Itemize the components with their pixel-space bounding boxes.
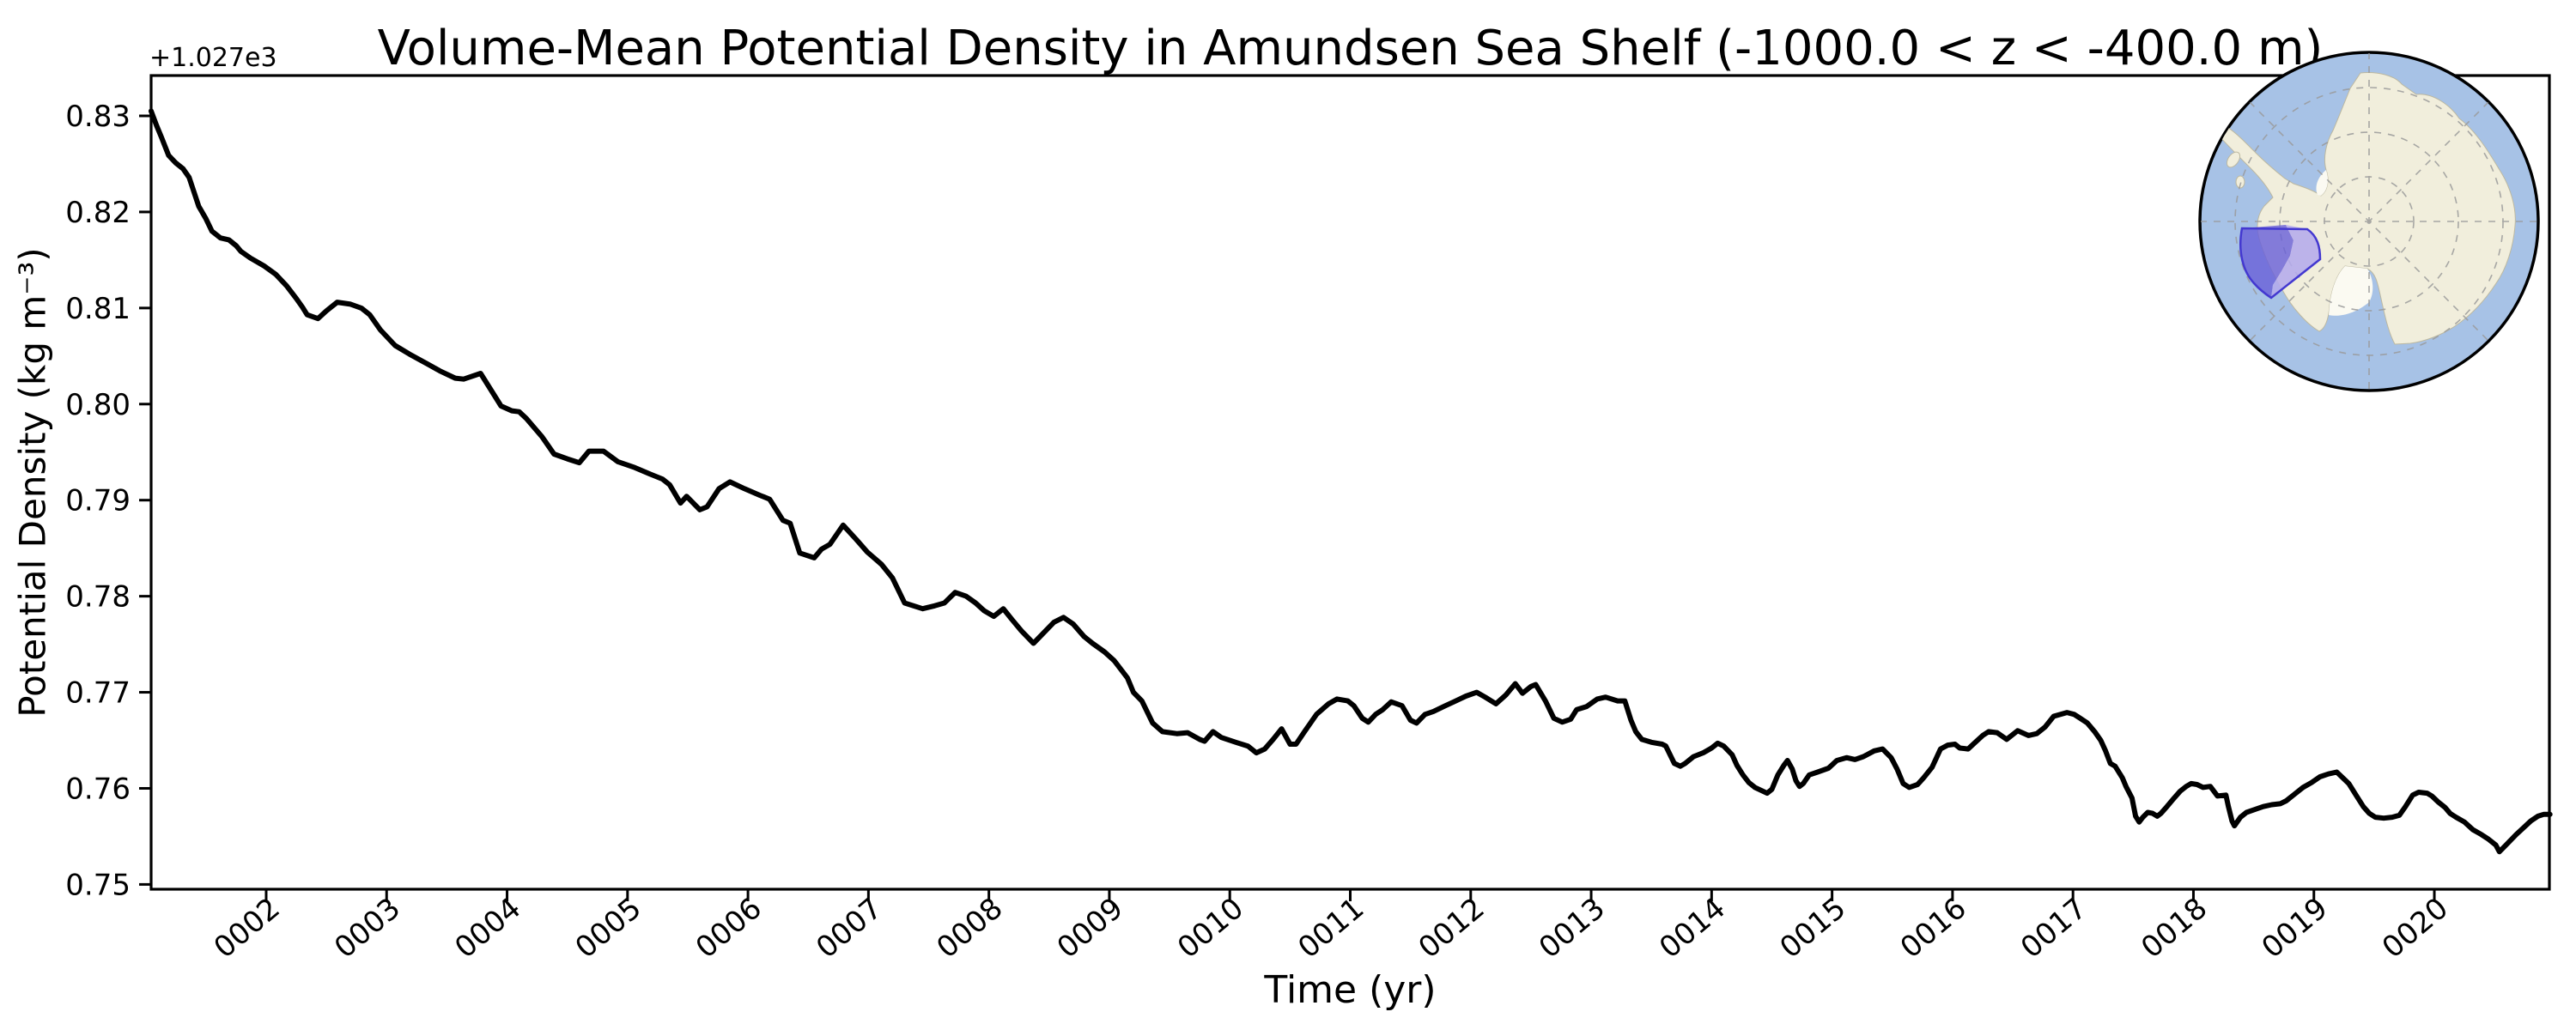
- x-tick-label: 0012: [1413, 891, 1492, 965]
- x-tick-label: 0005: [569, 891, 648, 965]
- y-tick-label: 0.75: [65, 868, 131, 902]
- x-tick-label: 0006: [690, 891, 769, 965]
- x-tick-label: 0014: [1653, 891, 1732, 965]
- amundsen-region-outline: [2239, 227, 2322, 300]
- inset-island: [2235, 175, 2245, 189]
- x-tick-label: 0002: [208, 891, 287, 965]
- x-tick-label: 0011: [1291, 891, 1370, 965]
- x-tick-label: 0003: [328, 891, 407, 965]
- x-tick-label: 0016: [1894, 891, 1973, 965]
- inset-graticule-line: [2249, 101, 2489, 342]
- x-axis-label: Time (yr): [1264, 968, 1437, 1012]
- x-tick-label: 0020: [2376, 891, 2455, 965]
- density-curve: [149, 108, 2553, 855]
- axes-frame: [149, 74, 2551, 891]
- y-tick-label: 0.76: [65, 772, 131, 806]
- y-tick-label: 0.79: [65, 484, 131, 518]
- y-axis-offset-text: +1.027e3: [149, 43, 277, 73]
- inset-graticule-circle: [2279, 131, 2459, 312]
- inset-ice-shelf: [2316, 170, 2328, 196]
- x-tick-label: 0004: [448, 891, 527, 965]
- y-tick-label: 0.77: [65, 676, 131, 711]
- x-tick-label: 0010: [1171, 891, 1250, 965]
- y-tick-label: 0.78: [65, 580, 131, 615]
- x-tick-label: 0007: [810, 891, 889, 965]
- y-tick-label: 0.83: [65, 100, 131, 134]
- y-tick-label: 0.80: [65, 388, 131, 422]
- x-tick-label: 0017: [2014, 891, 2093, 965]
- amundsen-region-ocean-part: [2240, 225, 2293, 298]
- x-tick-label: 0015: [1773, 891, 1852, 965]
- x-tick-label: 0018: [2135, 891, 2214, 965]
- x-tick-label: 0019: [2256, 891, 2335, 965]
- x-tick-label: 0009: [1051, 891, 1130, 965]
- y-tick-label: 0.81: [65, 292, 131, 326]
- inset-graticule: [2201, 53, 2537, 390]
- inset-island: [2226, 151, 2241, 168]
- inset-ice-shelf: [2329, 266, 2373, 316]
- antarctica-inset-map: [2198, 51, 2540, 392]
- inset-map-contents: [2201, 53, 2537, 390]
- amundsen-region-land-part: [2271, 225, 2320, 298]
- chart-title: Volume-Mean Potential Density in Amundse…: [377, 21, 2324, 76]
- x-tick-label: 0008: [930, 891, 1009, 965]
- amundsen-region-highlight: [2239, 225, 2322, 300]
- y-tick-label: 0.82: [65, 196, 131, 230]
- x-tick-label: 0013: [1533, 891, 1612, 965]
